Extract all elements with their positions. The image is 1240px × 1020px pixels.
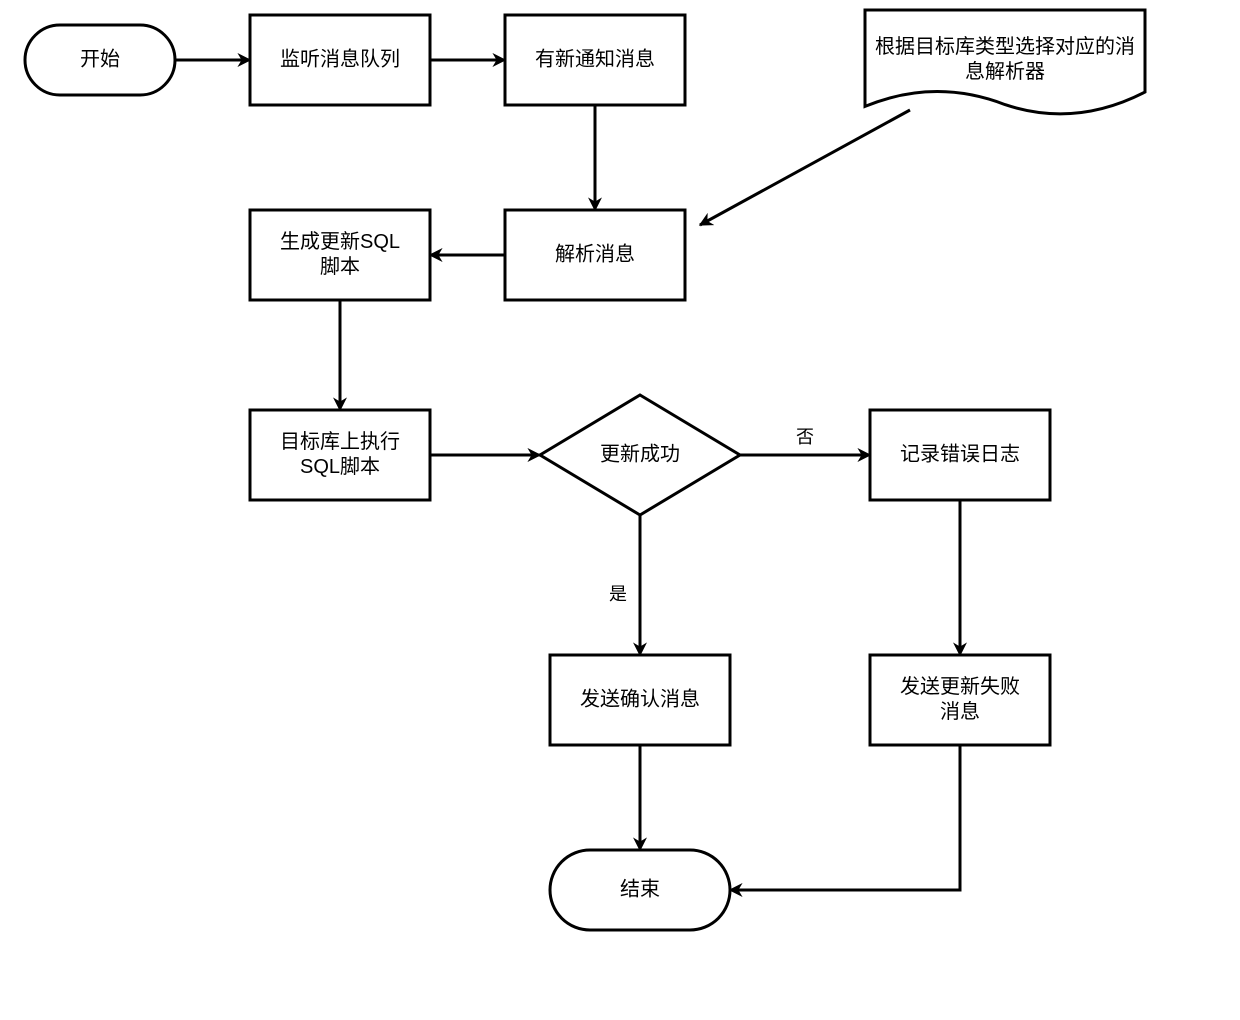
node-sendfail: 发送更新失败消息 xyxy=(870,655,1050,745)
node-label-gensql: 生成更新SQL xyxy=(280,230,400,253)
node-listen: 监听消息队列 xyxy=(250,15,430,105)
node-label-decision: 更新成功 xyxy=(600,442,680,465)
node-label-end: 结束 xyxy=(620,877,660,900)
node-label-confirm: 发送确认消息 xyxy=(580,687,700,710)
node-annotation: 根据目标库类型选择对应的消息解析器 xyxy=(865,10,1145,114)
node-exec: 目标库上执行SQL脚本 xyxy=(250,410,430,500)
node-confirm: 发送确认消息 xyxy=(550,655,730,745)
edge-annotation-parse xyxy=(700,110,910,225)
node-label-annotation: 根据目标库类型选择对应的消 xyxy=(875,35,1135,58)
edge-label-decision-logerr: 否 xyxy=(796,427,814,447)
node-parse: 解析消息 xyxy=(505,210,685,300)
node-label-sendfail: 发送更新失败 xyxy=(900,675,1020,698)
node-newmsg: 有新通知消息 xyxy=(505,15,685,105)
flowchart-canvas: 否是 开始 监听消息队列 有新通知消息 根据目标库类型选择对应的消息解析器解析消息 生成更… xyxy=(0,0,1240,1020)
node-end: 结束 xyxy=(550,850,730,930)
node-logerr: 记录错误日志 xyxy=(870,410,1050,500)
node-decision: 更新成功 xyxy=(540,395,740,515)
node-gensql: 生成更新SQL脚本 xyxy=(250,210,430,300)
edge-sendfail-end xyxy=(730,745,960,890)
node-label-start: 开始 xyxy=(80,47,120,70)
node-label-exec: 目标库上执行 xyxy=(280,430,400,453)
node-label-annotation: 息解析器 xyxy=(965,60,1045,83)
nodes-group: 开始 监听消息队列 有新通知消息 根据目标库类型选择对应的消息解析器解析消息 生成更新S… xyxy=(25,10,1145,930)
node-label-logerr: 记录错误日志 xyxy=(900,442,1020,465)
node-label-parse: 解析消息 xyxy=(555,242,635,265)
node-label-sendfail: 消息 xyxy=(940,700,980,723)
node-label-exec: SQL脚本 xyxy=(300,455,380,478)
node-label-newmsg: 有新通知消息 xyxy=(535,47,655,70)
node-label-gensql: 脚本 xyxy=(320,255,360,278)
node-start: 开始 xyxy=(25,25,175,95)
edge-label-decision-confirm: 是 xyxy=(609,584,627,604)
node-label-listen: 监听消息队列 xyxy=(280,47,400,70)
